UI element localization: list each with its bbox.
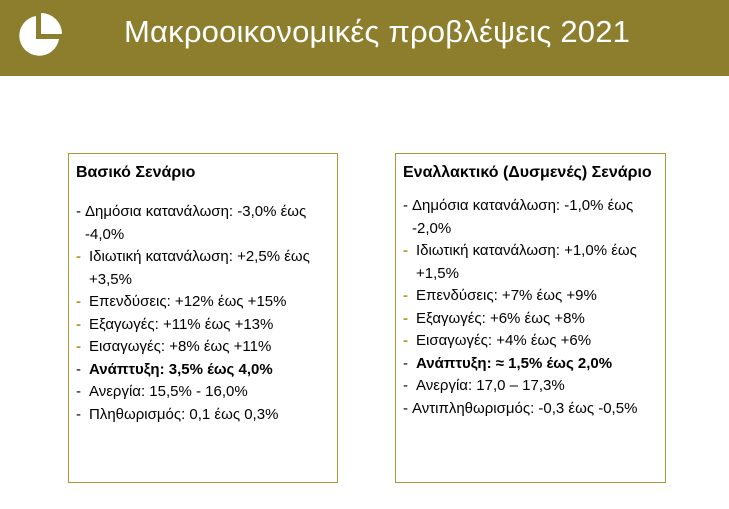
list-item: - Ιδιωτική κατανάλωση: +2,5% έως +3,5% <box>76 248 310 288</box>
base-scenario-title: Βασικό Σενάριο <box>76 164 196 181</box>
list-item: - Εισαγωγές: +8% έως +11% <box>76 338 272 355</box>
list-item: - Εξαγωγές: +11% έως +13% <box>76 315 274 333</box>
list-item: - Επενδύσεις: +7% έως +9% <box>403 287 597 304</box>
alt-scenario-box: Εναλλακτικό (Δυσμενές) Σενάριο - Δημόσια… <box>395 153 666 483</box>
header-bar: Μακροοικονομικές προβλέψεις 2021 <box>0 0 729 76</box>
list-item: - Ανάπτυξη: 3,5% έως 4,0% <box>76 360 273 378</box>
list-item: - Ανάπτυξη: ≈ 1,5% έως 2,0% <box>403 354 613 372</box>
list-item: - Εισαγωγές: +4% έως +6% <box>403 332 592 349</box>
page-title: Μακροοικονομικές προβλέψεις 2021 <box>124 14 631 49</box>
list-item: - Πληθωρισμός: 0,1 έως 0,3% <box>76 405 279 423</box>
list-item: - Αντιπληθωρισμός: -0,3 έως -0,5% <box>403 399 638 417</box>
list-item: - Δημόσια κατανάλωση: -1,0% έως -2,0% <box>403 197 634 237</box>
list-item: - Ανεργία: 17,0 – 17,3% <box>403 377 565 394</box>
list-item: - Εξαγωγές: +6% έως +8% <box>403 309 585 327</box>
list-item: - Δημόσια κατανάλωση: -3,0% έως -4,0% <box>76 203 307 243</box>
alt-scenario-title: Εναλλακτικό (Δυσμενές) Σενάριο <box>403 164 652 181</box>
base-scenario-list: - Δημόσια κατανάλωση: -3,0% έως -4,0% - … <box>76 201 330 426</box>
pie-chart-icon <box>19 13 62 56</box>
list-item: - Ιδιωτική κατανάλωση: +1,0% έως +1,5% <box>403 242 637 282</box>
list-item: - Ανεργία: 15,5% - 16,0% <box>76 383 248 400</box>
base-scenario-box: Βασικό Σενάριο - Δημόσια κατανάλωση: -3,… <box>68 153 338 483</box>
alt-scenario-list: - Δημόσια κατανάλωση: -1,0% έως -2,0% - … <box>403 195 658 420</box>
list-item: - Επενδύσεις: +12% έως +15% <box>76 293 287 310</box>
